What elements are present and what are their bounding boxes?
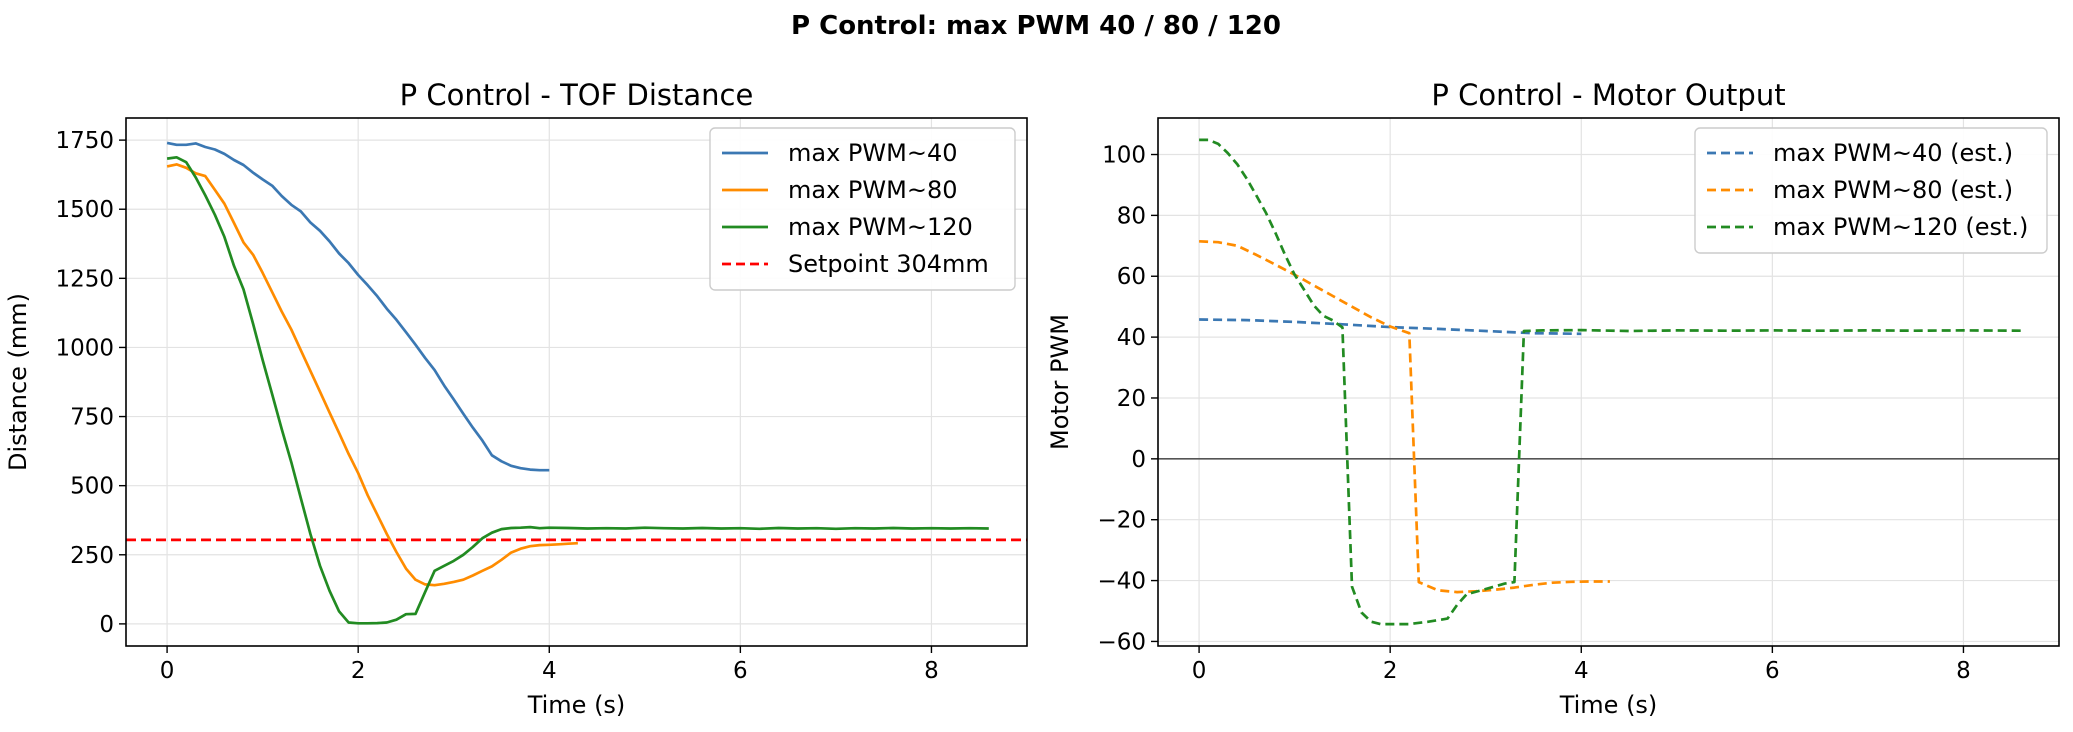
- series-line-3: [166, 155, 989, 625]
- y-tick-label: 100: [1102, 143, 1146, 169]
- y-axis-label: Motor PWM: [1046, 314, 1074, 450]
- legend-label: max PWM~120: [788, 213, 973, 241]
- series-line-1: [166, 141, 550, 472]
- legend-label: max PWM~80 (est.): [1773, 176, 2013, 204]
- y-tick-label: 500: [70, 474, 114, 500]
- figure-suptitle: P Control: max PWM 40 / 80 / 120: [791, 11, 1281, 41]
- x-tick-label: 6: [1765, 658, 1780, 684]
- plot-title: P Control - TOF Distance: [400, 78, 754, 112]
- y-tick-label: 80: [1117, 203, 1146, 229]
- tof-distance-plot: 0 2 4 6 8 0 250 500 750 1000 1250 1500 1750 P Control…: [4, 78, 1028, 719]
- x-tick-label: 8: [1956, 658, 1971, 684]
- y-tick-label: 0: [99, 612, 114, 638]
- x-axis-label: Time (s): [527, 691, 626, 719]
- legend-label: max PWM~40: [788, 139, 957, 167]
- y-tick-label: 250: [70, 543, 114, 569]
- y-tick-label: 1000: [55, 335, 114, 361]
- axes-frame: [125, 117, 1028, 647]
- x-tick-label: 4: [1574, 658, 1589, 684]
- y-tick-label: −20: [1097, 508, 1146, 534]
- y-tick-label: 40: [1117, 325, 1146, 351]
- y-tick-label: 0: [1131, 447, 1146, 473]
- series-line-3: [1199, 138, 2021, 626]
- legend-label: max PWM~80: [788, 176, 957, 204]
- y-tick-label: 20: [1117, 386, 1146, 412]
- y-tick-label: −40: [1097, 569, 1146, 595]
- x-tick-label: 6: [733, 658, 748, 684]
- x-tick-label: 2: [351, 658, 366, 684]
- y-tick-label: 1750: [55, 128, 114, 154]
- series-line-1: [1199, 318, 1582, 336]
- x-tick-label: 0: [1192, 658, 1207, 684]
- legend-label: max PWM~40 (est.): [1773, 139, 2013, 167]
- plot-title: P Control - Motor Output: [1431, 78, 1785, 112]
- motor-output-plot: 0 2 4 6 8 −60 −40 −20 0 20 40 60 80 100 P Control - Mo…: [1046, 78, 2060, 719]
- x-tick-label: 2: [1383, 658, 1398, 684]
- legend-box: [709, 127, 1016, 291]
- y-tick-label: 60: [1117, 264, 1146, 290]
- legend: max PWM~40 max PWM~80 max PWM~120 Setpoint …: [709, 127, 1016, 291]
- y-tick-label: 1500: [55, 197, 114, 223]
- y-tick-label: −60: [1097, 629, 1146, 655]
- x-tick-label: 4: [542, 658, 557, 684]
- legend-label: Setpoint 304mm: [788, 250, 989, 278]
- series-line-2: [166, 163, 578, 587]
- y-tick-label: 750: [70, 405, 114, 431]
- y-axis-label: Distance (mm): [4, 293, 32, 471]
- legend: max PWM~40 (est.) max PWM~80 (est.) max PW…: [1694, 127, 2048, 254]
- x-tick-label: 8: [924, 658, 939, 684]
- legend-label: max PWM~120 (est.): [1773, 213, 2028, 241]
- y-tick-label: 1250: [55, 266, 114, 292]
- series-line-2: [1199, 239, 1610, 594]
- x-axis-label: Time (s): [1559, 691, 1658, 719]
- x-tick-label: 0: [160, 658, 175, 684]
- legend-box: [1694, 127, 2048, 254]
- axes-frame: [1157, 117, 2060, 647]
